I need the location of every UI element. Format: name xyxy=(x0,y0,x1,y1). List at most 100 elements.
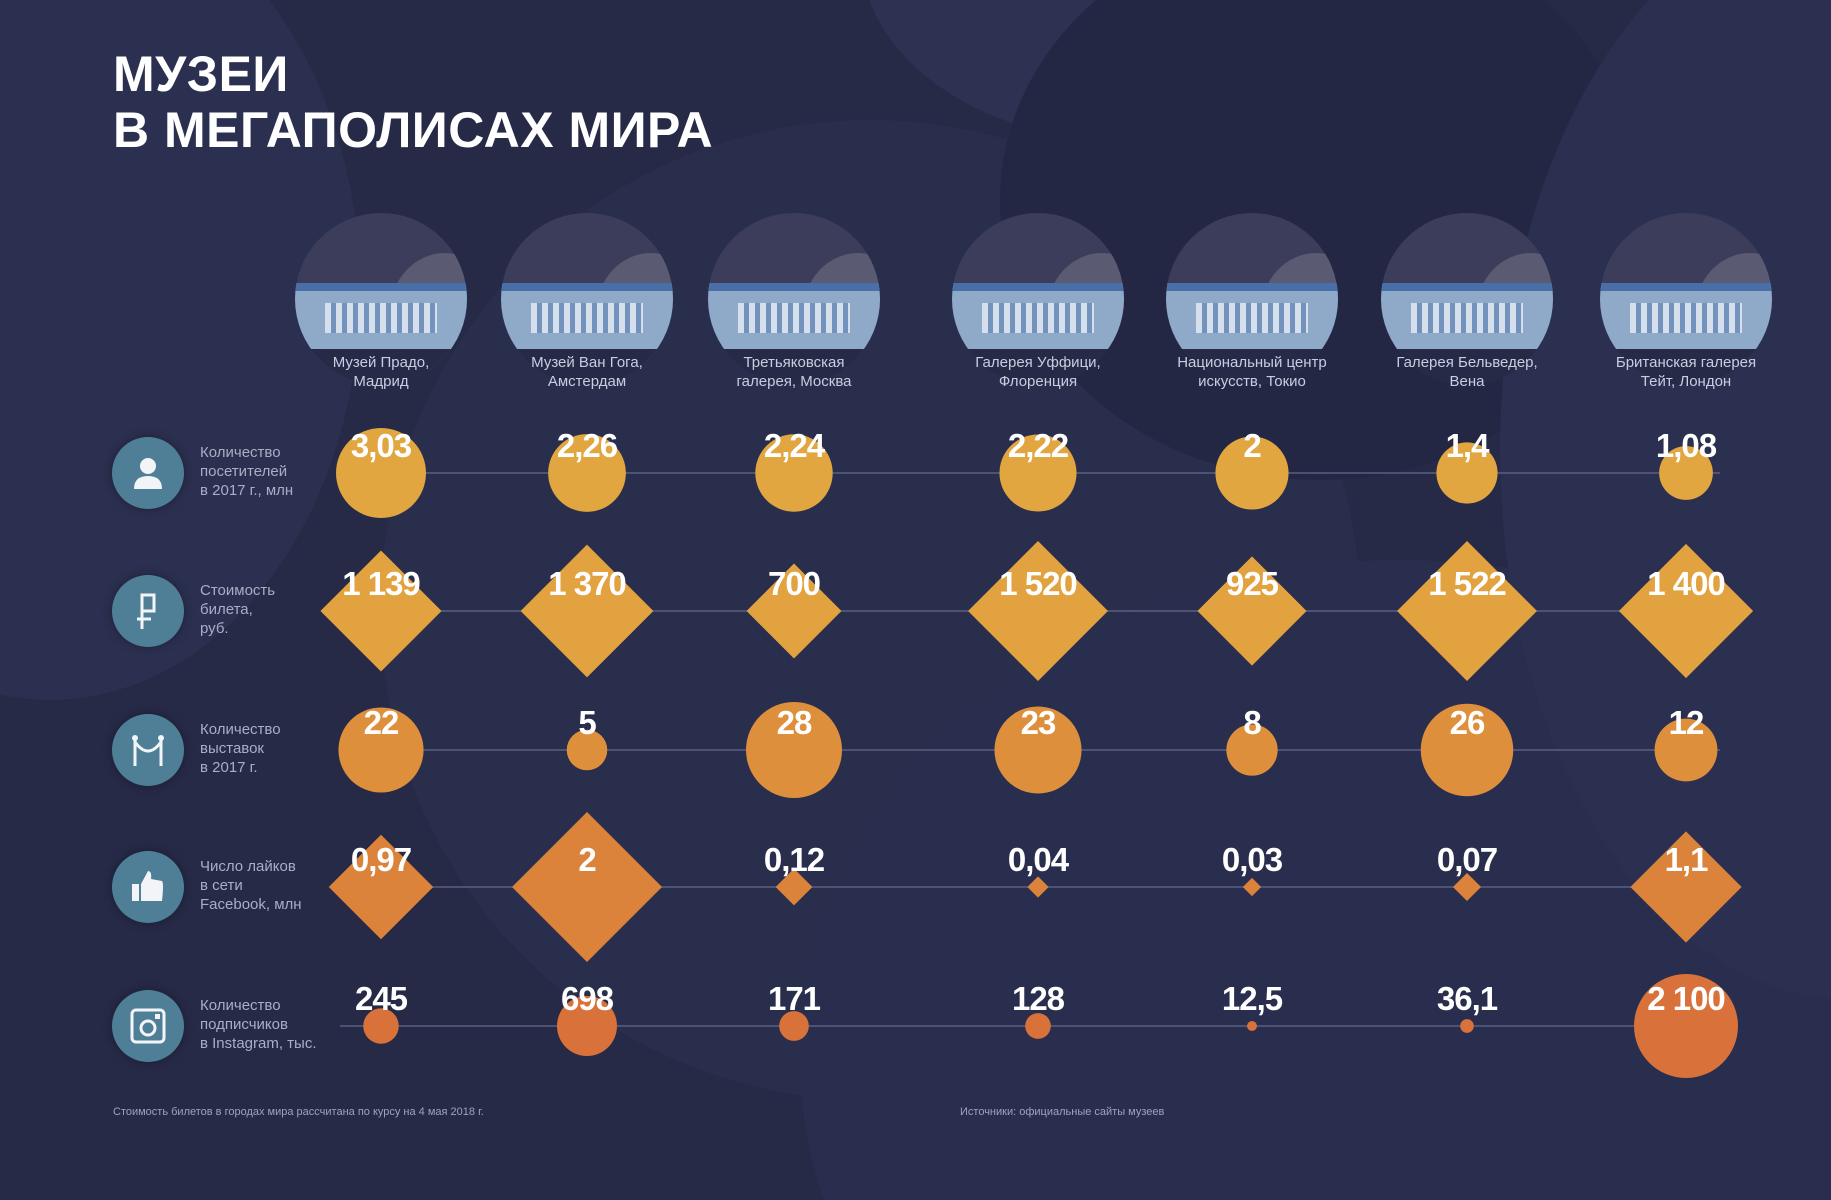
museum-column-tokyo: Национальный центр искусств, Токио xyxy=(1152,213,1352,393)
value-label: 2 100 xyxy=(1647,980,1725,1017)
row-label-line: в 2017 г., млн xyxy=(200,482,294,499)
value-label: 698 xyxy=(561,980,614,1017)
building-prado-icon xyxy=(295,213,467,385)
diamond-mark xyxy=(775,868,813,906)
bubble-mark xyxy=(999,434,1077,512)
footnote: Стоимость билетов в городах мира рассчит… xyxy=(113,1106,484,1118)
diamond-mark xyxy=(512,812,662,962)
value-label: 12 xyxy=(1669,704,1704,741)
bubble-mark xyxy=(548,434,626,512)
bubble-mark xyxy=(1025,1013,1051,1039)
bubble-mark xyxy=(338,707,424,793)
museum-column-prado: Музей Прадо, Мадрид xyxy=(281,213,481,393)
person-icon xyxy=(112,437,184,509)
diamond-mark xyxy=(1452,872,1482,902)
bubble-mark xyxy=(1420,703,1514,797)
museum-name: Галерея Уффици, xyxy=(975,354,1101,371)
instagram-icon xyxy=(112,990,184,1062)
museum-name: Галерея Бельведер, xyxy=(1396,354,1538,371)
row-label-line: билета, xyxy=(200,601,253,618)
sources-note: Источники: официальные сайты музеев xyxy=(960,1106,1165,1118)
museum-city: искусств, Токио xyxy=(1198,373,1306,390)
museum-city: Мадрид xyxy=(353,373,409,390)
museum-column-tretyakov: Третьяковская галерея, Москва xyxy=(694,213,894,393)
bubble-mark xyxy=(336,428,426,518)
museum-column-uffizi: Галерея Уффици, Флоренция xyxy=(938,213,1138,393)
value-label: 925 xyxy=(1226,565,1279,602)
museum-city: Тейт, Лондон xyxy=(1640,373,1732,390)
diamond-mark xyxy=(320,550,442,672)
diamond-mark xyxy=(968,541,1108,681)
value-label: 8 xyxy=(1243,704,1261,741)
bubble-mark xyxy=(1654,718,1718,782)
bubble-mark xyxy=(1226,724,1278,776)
bubble-mark xyxy=(1460,1019,1474,1033)
diamond-mark xyxy=(1397,541,1537,681)
diamond-mark xyxy=(1630,831,1742,943)
bubble-mark xyxy=(779,1011,809,1041)
diamond-mark xyxy=(746,563,842,659)
row-label-line: Количество xyxy=(200,997,281,1014)
value-label: 28 xyxy=(777,704,812,741)
diamond-mark xyxy=(1618,543,1754,679)
value-label: 1 400 xyxy=(1647,565,1725,602)
building-tate-icon xyxy=(1600,213,1772,385)
building-tretyakov-icon xyxy=(708,213,880,385)
museum-column-tate: Британская галерея Тейт, Лондон xyxy=(1586,213,1786,393)
value-label: 12,5 xyxy=(1222,980,1283,1017)
row-label-line: в сети xyxy=(200,877,243,894)
diamond-mark xyxy=(1027,876,1049,898)
value-label: 171 xyxy=(768,980,821,1017)
value-label: 0,04 xyxy=(1008,841,1070,878)
bubble-mark xyxy=(363,1008,399,1044)
value-label: 1 522 xyxy=(1428,565,1506,602)
title-line-2: В МЕГАПОЛИСАХ МИРА xyxy=(113,102,714,158)
value-label: 26 xyxy=(1450,704,1485,741)
museum-column-belvedere: Галерея Бельведер, Вена xyxy=(1367,213,1567,393)
diamond-mark xyxy=(1197,556,1307,666)
museum-name: Национальный центр xyxy=(1177,354,1327,371)
value-label: 3,03 xyxy=(351,427,412,464)
value-label: 2 xyxy=(578,841,596,878)
ruble-icon xyxy=(112,575,184,647)
value-label: 245 xyxy=(355,980,408,1017)
museum-city: Флоренция xyxy=(998,373,1078,390)
building-van-gogh-icon xyxy=(501,213,673,385)
bubble-mark xyxy=(1215,436,1289,510)
bubble-mark xyxy=(994,706,1082,794)
value-label: 128 xyxy=(1012,980,1065,1017)
row-label: Число лайков в сети Facebook, млн xyxy=(200,857,302,914)
museum-city: Амстердам xyxy=(547,373,627,390)
bubble-mark xyxy=(1634,974,1738,1078)
value-label: 23 xyxy=(1021,704,1056,741)
bubble-mark xyxy=(746,702,842,798)
value-label: 0,03 xyxy=(1222,841,1283,878)
value-label: 2,22 xyxy=(1008,427,1069,464)
value-label: 1,08 xyxy=(1656,427,1717,464)
row-label-line: Facebook, млн xyxy=(200,896,302,913)
building-belvedere-icon xyxy=(1381,213,1553,385)
row-label-line: в 2017 г. xyxy=(200,759,258,776)
bubble-mark xyxy=(1659,446,1713,500)
row-label-line: руб. xyxy=(200,620,229,637)
row-label-line: посетителей xyxy=(200,463,288,480)
diamond-mark xyxy=(328,834,434,940)
value-label: 1 520 xyxy=(999,565,1077,602)
value-label: 700 xyxy=(768,565,820,602)
bubble-mark xyxy=(557,996,617,1056)
museum-name: Музей Прадо, xyxy=(332,354,430,371)
row-label: Стоимость билета, руб. xyxy=(200,581,275,638)
value-label: 0,07 xyxy=(1437,841,1497,878)
row-label-line: Число лайков xyxy=(200,858,296,875)
row-label-line: выставок xyxy=(200,740,264,757)
value-label: 2 xyxy=(1243,427,1261,464)
bubble-mark xyxy=(1247,1021,1257,1031)
row-label: Количество выставок в 2017 г. xyxy=(200,720,281,777)
row-label-line: подписчиков xyxy=(200,1016,288,1033)
museum-city: Вена xyxy=(1449,373,1485,390)
value-label: 0,97 xyxy=(351,841,411,878)
page-title: МУЗЕИ В МЕГАПОЛИСАХ МИРА xyxy=(113,46,713,158)
museum-name: Британская галерея xyxy=(1615,354,1757,371)
value-label: 2,26 xyxy=(557,427,618,464)
